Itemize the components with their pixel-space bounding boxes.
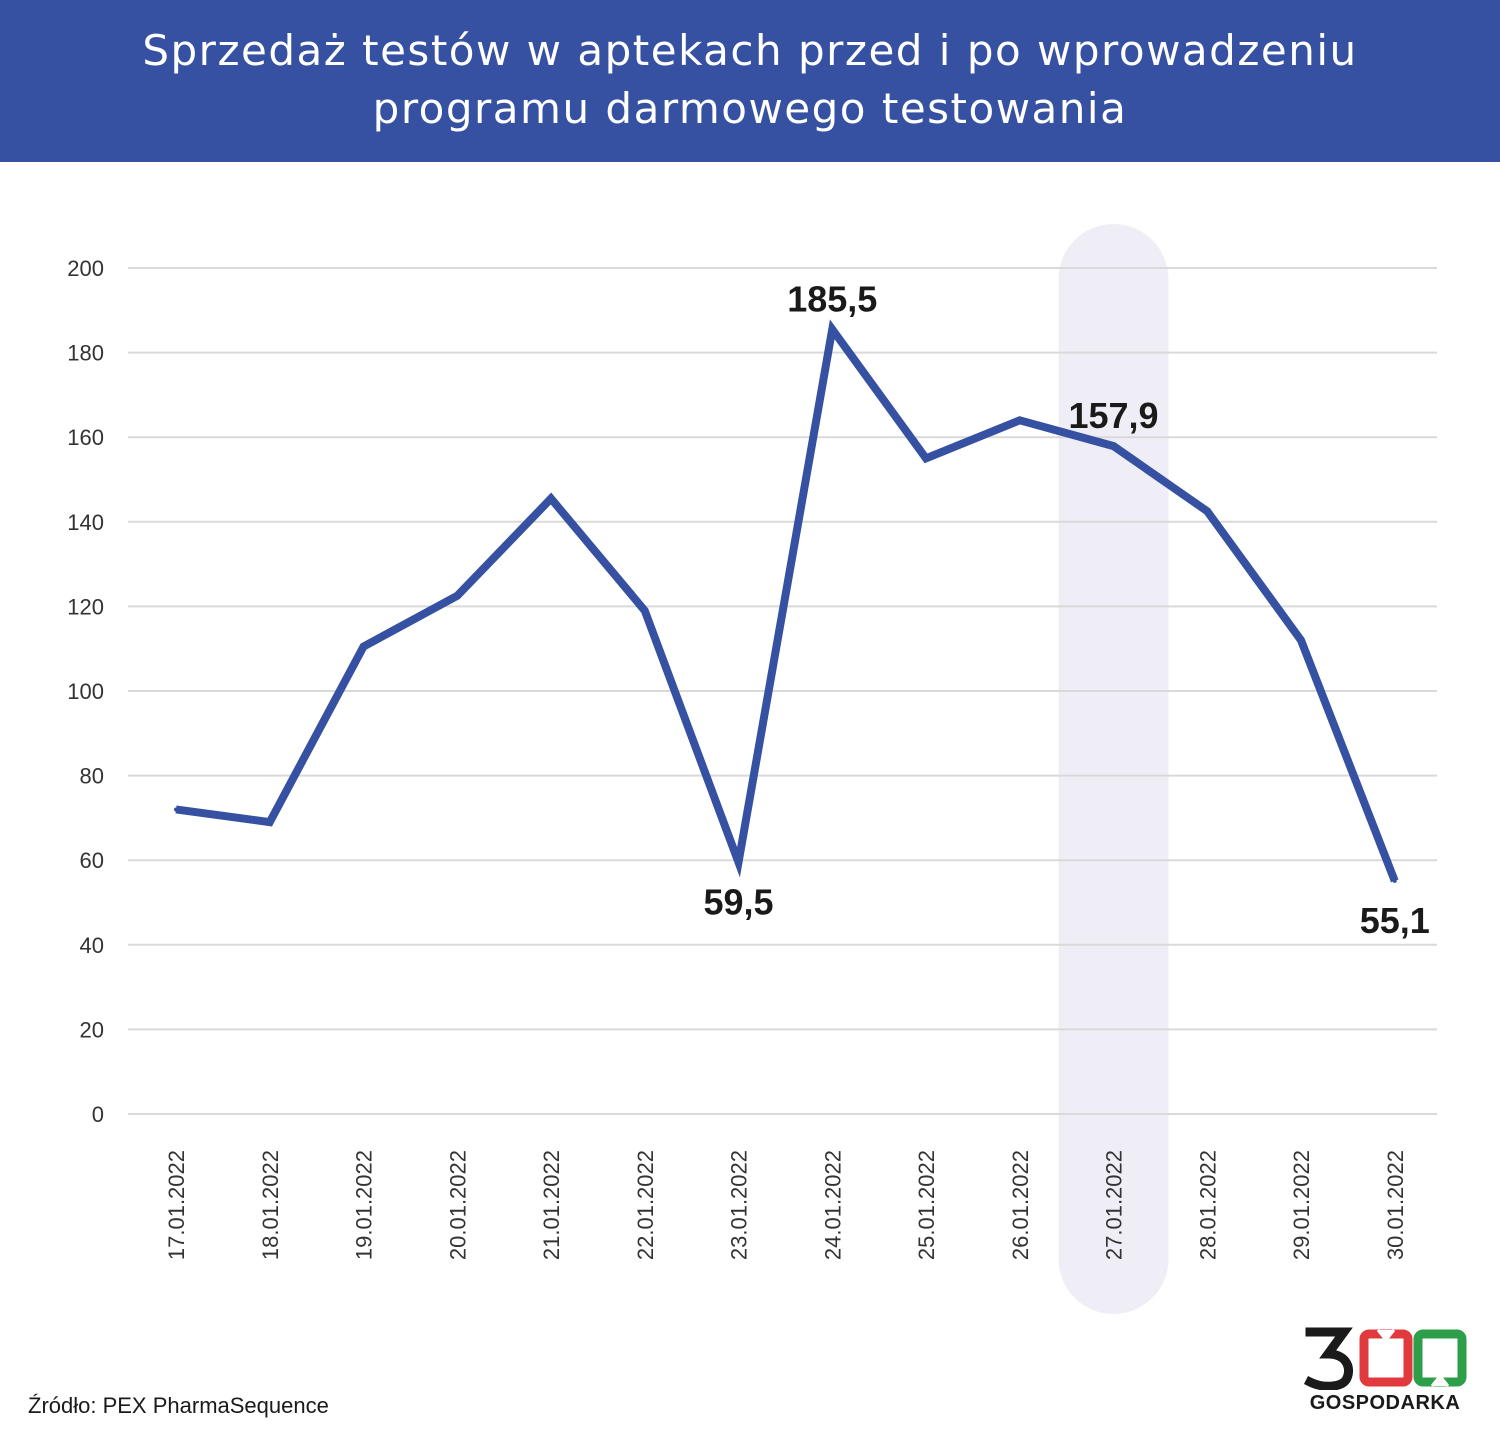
chart-title: Sprzedaż testów w aptekach przed i po wp… — [0, 22, 1500, 138]
x-tick-label: 29.01.2022 — [1289, 1150, 1314, 1260]
x-tick-label: 27.01.2022 — [1102, 1150, 1127, 1260]
data-point — [1392, 878, 1397, 883]
y-tick-label: 160 — [67, 425, 104, 450]
highlight-band — [1058, 224, 1169, 1314]
data-point — [924, 456, 928, 461]
y-tick-label: 20 — [80, 1017, 104, 1042]
data-point — [549, 496, 553, 501]
y-tick-label: 200 — [67, 256, 104, 281]
data-label: 55,1 — [1360, 900, 1430, 941]
logo-300-mark — [1303, 1327, 1467, 1391]
x-tick-label: 24.01.2022 — [820, 1150, 845, 1260]
logo-300-gospodarka: GOSPODARKA — [1300, 1326, 1470, 1421]
x-tick-label: 21.01.2022 — [539, 1150, 564, 1260]
x-tick-label: 25.01.2022 — [914, 1150, 939, 1260]
data-point — [1111, 444, 1116, 449]
x-tick-label: 28.01.2022 — [1195, 1150, 1220, 1260]
y-tick-label: 80 — [80, 764, 104, 789]
y-tick-label: 100 — [67, 679, 104, 704]
data-point — [1299, 638, 1303, 643]
x-tick-label: 18.01.2022 — [258, 1150, 283, 1260]
chart-title-line-2: programu darmowego testowania — [372, 84, 1128, 133]
data-point — [830, 327, 835, 332]
data-label: 157,9 — [1068, 395, 1158, 436]
data-label: 185,5 — [787, 278, 877, 319]
source-note: Źródło: PEX PharmaSequence — [28, 1393, 329, 1418]
y-tick-label: 140 — [67, 510, 104, 535]
logo-text: GOSPODARKA — [1309, 1392, 1461, 1414]
x-tick-label: 23.01.2022 — [727, 1150, 752, 1260]
data-label: 59,5 — [703, 881, 773, 922]
x-tick-label: 22.01.2022 — [633, 1150, 658, 1260]
series-line — [175, 319, 1399, 883]
y-tick-label: 180 — [67, 341, 104, 366]
y-tick-label: 0 — [92, 1102, 104, 1127]
x-tick-label: 30.01.2022 — [1383, 1150, 1408, 1260]
x-tick-label: 19.01.2022 — [352, 1150, 377, 1260]
data-point — [736, 860, 741, 865]
y-tick-label: 40 — [80, 933, 104, 958]
data-point — [361, 644, 366, 649]
title-banner — [0, 0, 1500, 162]
data-point — [455, 593, 460, 598]
data-point — [1017, 418, 1022, 423]
chart-title-line-1: Sprzedaż testów w aptekach przed i po wp… — [142, 26, 1358, 75]
y-tick-label: 60 — [80, 848, 104, 873]
data-point — [1205, 509, 1210, 514]
data-point — [267, 820, 272, 825]
x-tick-label: 17.01.2022 — [164, 1150, 189, 1260]
x-tick-label: 26.01.2022 — [1008, 1150, 1033, 1260]
data-point — [642, 608, 647, 613]
y-tick-label: 120 — [67, 594, 104, 619]
data-point — [174, 807, 178, 812]
x-tick-label: 20.01.2022 — [445, 1150, 470, 1260]
